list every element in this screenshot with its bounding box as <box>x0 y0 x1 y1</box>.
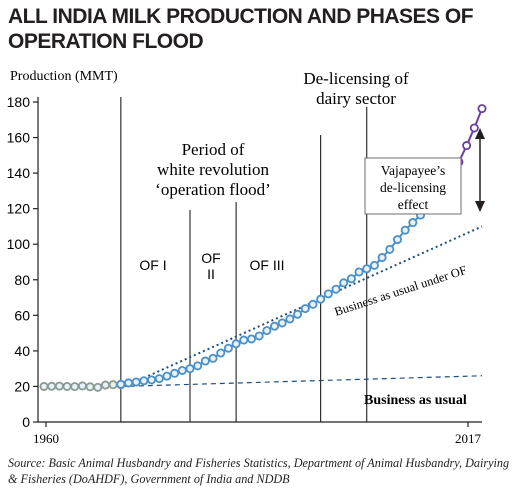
x-tick-label: 2017 <box>455 431 482 446</box>
data-point <box>170 368 180 378</box>
phase-label-of2-line2: II <box>207 266 215 282</box>
counterfactual-line-bau <box>120 375 483 388</box>
vajpayee-callout-line1: Vajapayee’s <box>381 163 445 178</box>
y-tick-label: 120 <box>7 201 31 217</box>
data-point <box>293 309 303 319</box>
data-point <box>108 380 118 390</box>
data-point <box>116 379 126 389</box>
data-point <box>93 382 103 392</box>
source-note: Source: Basic Animal Husbandry and Fishe… <box>8 456 510 486</box>
data-point <box>385 244 395 254</box>
data-point <box>477 104 487 114</box>
data-point <box>223 343 233 353</box>
data-point <box>262 326 272 336</box>
phase-label-of1: OF I <box>139 257 166 273</box>
data-point <box>392 235 402 245</box>
y-axis-label: Production (MMT) <box>10 69 118 84</box>
bau-label: Business as usual <box>364 393 467 408</box>
y-tick-label: 60 <box>14 307 30 323</box>
y-tick-label: 0 <box>22 414 30 430</box>
y-tick-label: 180 <box>7 94 31 110</box>
data-point <box>277 318 287 328</box>
data-point <box>70 382 80 392</box>
data-point <box>316 294 326 304</box>
data-point <box>162 371 172 381</box>
bau-under-of-label: Business as usual under OF <box>333 263 469 319</box>
phase-label-of3: OF III <box>250 257 285 273</box>
data-point <box>185 364 195 374</box>
chart-title: ALL INDIA MILK PRODUCTION AND PHASES OF … <box>8 5 474 53</box>
data-point <box>339 278 349 288</box>
data-point <box>308 299 318 309</box>
x-ticks: 1960 2017 <box>33 422 482 446</box>
data-point <box>177 365 187 375</box>
y-tick-label: 40 <box>14 343 30 359</box>
data-point <box>377 253 387 263</box>
data-point <box>200 356 210 366</box>
data-point <box>285 314 295 324</box>
white-revolution-line1: Period of <box>182 140 245 159</box>
white-revolution-line2: white revolution <box>157 160 269 179</box>
data-point <box>47 381 57 391</box>
x-tick-label: 1960 <box>33 431 59 446</box>
counterfactual-lines <box>120 225 483 390</box>
data-point <box>346 274 356 284</box>
data-point <box>139 376 149 386</box>
data-point <box>85 382 95 392</box>
y-ticks: 0 20 40 60 80 100 120 140 160 180 <box>7 94 38 430</box>
data-point <box>300 304 310 314</box>
vajpayee-callout-box <box>364 157 462 215</box>
series-group <box>39 104 487 392</box>
y-tick-label: 140 <box>7 165 31 181</box>
data-point <box>216 348 226 358</box>
data-point <box>254 331 264 341</box>
data-point <box>100 380 110 390</box>
data-point <box>469 123 479 133</box>
vajpayee-callout-line3: effect <box>398 197 429 212</box>
delicensing-line2: dairy sector <box>316 89 396 108</box>
data-point <box>147 375 157 385</box>
data-point <box>369 260 379 270</box>
y-tick-label: 160 <box>7 130 31 146</box>
data-point <box>62 381 72 391</box>
data-point <box>208 353 218 363</box>
phase-label-of2-line1: OF <box>201 250 220 266</box>
y-tick-label: 100 <box>7 236 31 252</box>
delicensing-line1: De-licensing of <box>303 69 409 88</box>
data-point <box>39 381 49 391</box>
data-point <box>231 339 241 349</box>
y-tick-label: 80 <box>14 272 30 288</box>
y-tick-label: 20 <box>14 378 30 394</box>
data-point <box>77 381 87 391</box>
data-point <box>54 381 64 391</box>
data-point <box>323 289 333 299</box>
counterfactual-line-bau-under-of <box>120 225 483 390</box>
effect-double-arrow <box>475 128 485 212</box>
data-point <box>462 141 472 151</box>
data-point <box>331 284 341 294</box>
data-point <box>270 321 280 331</box>
data-point <box>246 334 256 344</box>
data-point <box>239 335 249 345</box>
data-point <box>131 377 141 387</box>
data-point <box>400 225 410 235</box>
data-point <box>154 374 164 384</box>
data-point <box>362 264 372 274</box>
data-point <box>408 218 418 228</box>
white-revolution-line3: ‘operation flood’ <box>155 180 271 199</box>
data-point <box>193 361 203 371</box>
data-point <box>354 267 364 277</box>
data-point <box>124 378 134 388</box>
vajpayee-callout-line2: de-licensing <box>380 180 446 195</box>
